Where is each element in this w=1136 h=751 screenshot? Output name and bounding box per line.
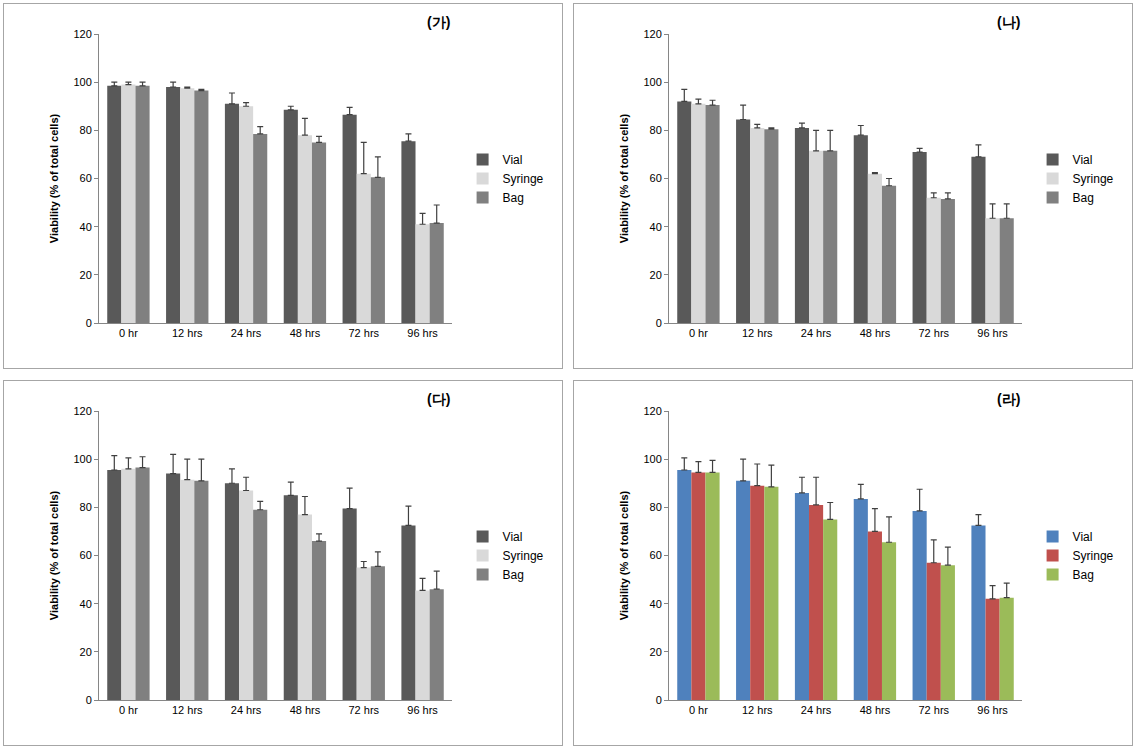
svg-text:100: 100 [643, 76, 661, 88]
svg-text:48 hrs: 48 hrs [860, 327, 891, 339]
svg-text:40: 40 [80, 598, 92, 610]
svg-text:48 hrs: 48 hrs [860, 704, 891, 716]
svg-text:Syringe: Syringe [503, 549, 544, 563]
svg-text:72 hrs: 72 hrs [918, 704, 949, 716]
svg-text:0: 0 [86, 694, 92, 706]
svg-text:0 hr: 0 hr [119, 704, 138, 716]
svg-text:96 hrs: 96 hrs [407, 327, 438, 339]
svg-text:(다): (다) [427, 391, 450, 407]
svg-text:Bag: Bag [503, 191, 524, 205]
svg-text:0: 0 [656, 317, 662, 329]
svg-text:48 hrs: 48 hrs [290, 704, 321, 716]
svg-text:Viability (% of total cells): Viability (% of total cells) [48, 490, 60, 620]
svg-text:24 hrs: 24 hrs [231, 327, 262, 339]
svg-text:Bag: Bag [1073, 191, 1094, 205]
svg-text:Vial: Vial [1073, 153, 1093, 167]
svg-text:12 hrs: 12 hrs [742, 704, 773, 716]
svg-text:(라): (라) [997, 391, 1020, 407]
svg-text:80: 80 [80, 124, 92, 136]
svg-text:60: 60 [650, 549, 662, 561]
svg-text:72 hrs: 72 hrs [918, 327, 949, 339]
svg-text:48 hrs: 48 hrs [290, 327, 321, 339]
svg-text:Syringe: Syringe [1073, 172, 1114, 186]
svg-text:120: 120 [643, 28, 661, 40]
svg-text:24 hrs: 24 hrs [231, 704, 262, 716]
svg-text:120: 120 [73, 28, 91, 40]
svg-text:Bag: Bag [1073, 568, 1094, 582]
svg-text:Syringe: Syringe [503, 172, 544, 186]
svg-text:12 hrs: 12 hrs [172, 704, 203, 716]
svg-text:100: 100 [643, 453, 661, 465]
svg-text:72 hrs: 72 hrs [348, 704, 379, 716]
svg-text:40: 40 [650, 598, 662, 610]
svg-text:0: 0 [86, 317, 92, 329]
svg-text:12 hrs: 12 hrs [172, 327, 203, 339]
svg-text:Bag: Bag [503, 568, 524, 582]
svg-text:96 hrs: 96 hrs [407, 704, 438, 716]
svg-text:Viability (% of total cells): Viability (% of total cells) [618, 490, 630, 620]
svg-text:0 hr: 0 hr [119, 327, 138, 339]
svg-text:40: 40 [650, 221, 662, 233]
svg-text:20: 20 [80, 269, 92, 281]
svg-text:Viability (% of total cells): Viability (% of total cells) [618, 113, 630, 243]
svg-text:24 hrs: 24 hrs [801, 327, 832, 339]
svg-text:(나): (나) [997, 14, 1020, 30]
svg-text:Viability (% of total cells): Viability (% of total cells) [48, 113, 60, 243]
svg-text:80: 80 [80, 501, 92, 513]
svg-text:96 hrs: 96 hrs [977, 704, 1008, 716]
svg-text:80: 80 [650, 124, 662, 136]
svg-text:60: 60 [80, 549, 92, 561]
svg-text:Vial: Vial [503, 530, 523, 544]
svg-text:40: 40 [80, 221, 92, 233]
svg-text:100: 100 [73, 76, 91, 88]
svg-text:Vial: Vial [503, 153, 523, 167]
svg-text:60: 60 [80, 172, 92, 184]
svg-text:96 hrs: 96 hrs [977, 327, 1008, 339]
svg-text:60: 60 [650, 172, 662, 184]
svg-text:0 hr: 0 hr [689, 327, 708, 339]
svg-text:0: 0 [656, 694, 662, 706]
svg-text:24 hrs: 24 hrs [801, 704, 832, 716]
svg-text:20: 20 [650, 646, 662, 658]
svg-text:Vial: Vial [1073, 530, 1093, 544]
svg-text:20: 20 [80, 646, 92, 658]
svg-text:120: 120 [643, 405, 661, 417]
svg-text:120: 120 [73, 405, 91, 417]
svg-text:72 hrs: 72 hrs [348, 327, 379, 339]
svg-text:(가): (가) [427, 14, 450, 30]
svg-text:12 hrs: 12 hrs [742, 327, 773, 339]
svg-text:80: 80 [650, 501, 662, 513]
svg-text:0 hr: 0 hr [689, 704, 708, 716]
svg-text:Syringe: Syringe [1073, 549, 1114, 563]
svg-text:20: 20 [650, 269, 662, 281]
svg-text:100: 100 [73, 453, 91, 465]
